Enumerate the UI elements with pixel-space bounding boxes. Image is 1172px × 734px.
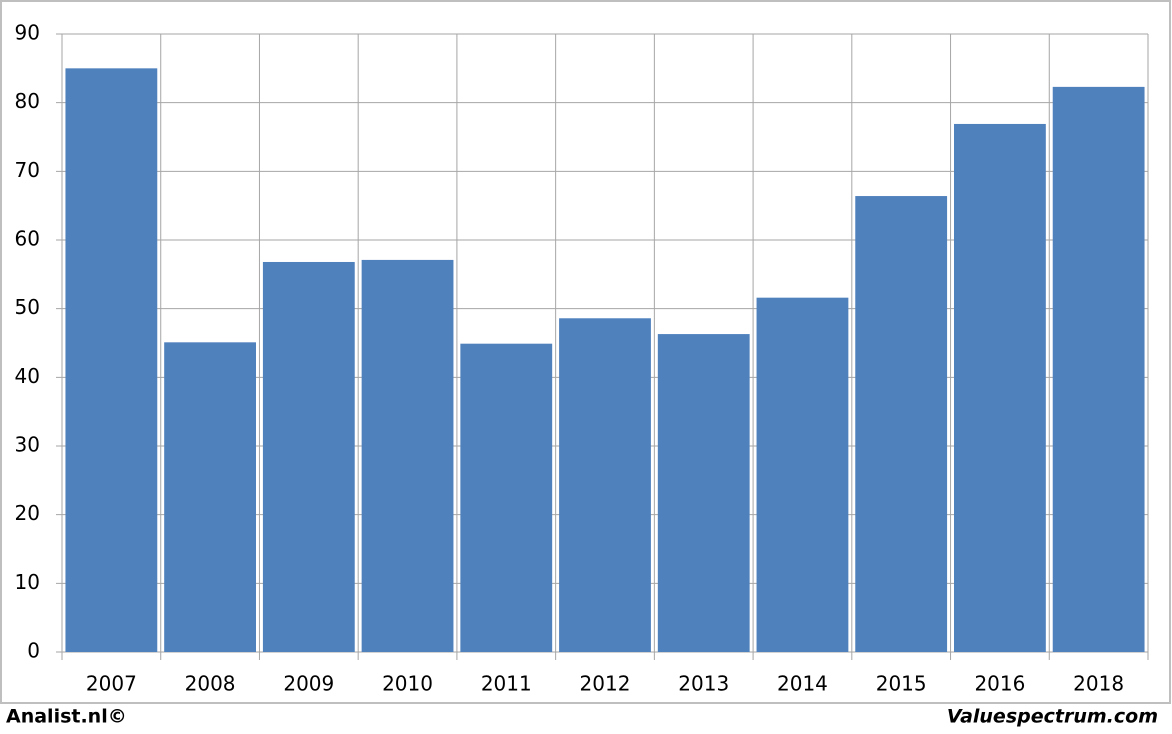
x-tick-label: 2014	[777, 672, 828, 696]
bar	[65, 68, 158, 653]
bar	[657, 334, 750, 652]
bar	[855, 196, 948, 652]
footer-left: Analist.nl©	[6, 706, 127, 728]
bar	[460, 343, 553, 652]
x-tick-label: 2015	[876, 672, 927, 696]
x-tick-label: 2008	[185, 672, 236, 696]
x-tick-label: 2007	[86, 672, 137, 696]
y-tick-label: 80	[15, 89, 40, 113]
footer-right: Valuespectrum.com	[947, 706, 1158, 728]
bar	[164, 342, 256, 652]
y-tick-label: 20	[15, 501, 40, 525]
x-tick-label: 2011	[481, 672, 532, 696]
x-tick-label: 2012	[580, 672, 631, 696]
x-tick-label: 2010	[382, 672, 433, 696]
bar	[559, 318, 651, 652]
y-tick-label: 60	[15, 227, 40, 251]
x-tick-label: 2016	[974, 672, 1025, 696]
y-tick-label: 10	[15, 570, 40, 594]
y-tick-label: 50	[15, 295, 40, 319]
y-tick-label: 40	[15, 364, 40, 388]
x-tick-label: 2009	[283, 672, 334, 696]
x-tick-label: 2018	[1073, 672, 1124, 696]
y-tick-label: 70	[15, 158, 40, 182]
y-tick-label: 30	[15, 433, 40, 457]
x-tick-label: 2013	[678, 672, 729, 696]
bar	[954, 123, 1046, 653]
bar	[262, 261, 355, 652]
y-tick-label: 90	[15, 21, 40, 45]
bar	[756, 297, 849, 652]
bar	[361, 259, 454, 652]
bar	[1052, 86, 1145, 652]
y-tick-label: 0	[27, 639, 40, 663]
